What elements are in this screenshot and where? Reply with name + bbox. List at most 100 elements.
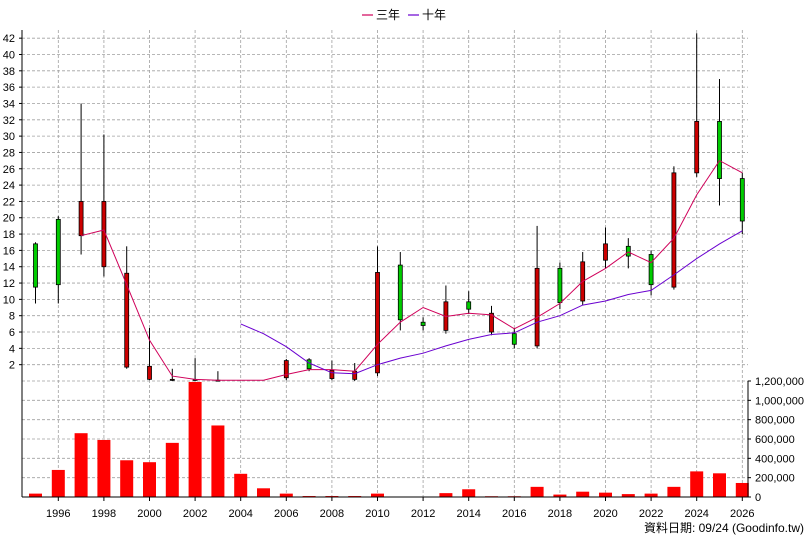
volume-bar (188, 381, 202, 497)
candle-body (397, 264, 403, 321)
candlesticks (33, 33, 745, 382)
volume-tick-label: 800,000 (755, 415, 795, 427)
x-tick-label: 2008 (320, 508, 344, 520)
volume-bar (735, 482, 749, 497)
candle-body (375, 272, 380, 374)
ma-line-3yr (80, 159, 743, 381)
x-axis-ticks: 1996 1998 2000 2002 2004 2006 2008 2010 2012 2014… (46, 508, 754, 520)
x-tick-label: 2020 (593, 508, 617, 520)
footer-note: 資料日期: 09/24 (Goodinfo.tw) (644, 521, 804, 535)
candle-body (352, 370, 358, 380)
x-tick-label: 1998 (92, 508, 116, 520)
volume-bar (644, 493, 658, 497)
candle-body (329, 369, 335, 379)
candle (489, 305, 494, 336)
legend: 三年 十年 (362, 8, 446, 22)
price-tick-label: 28 (3, 147, 15, 159)
volume-bar (257, 488, 270, 497)
volume-tick-label: 400,000 (755, 453, 795, 465)
x-tick-label: 2002 (183, 508, 207, 520)
candle (375, 246, 380, 377)
candle (534, 225, 540, 349)
candle (147, 327, 152, 381)
volume-tick-label: 1,000,000 (755, 395, 804, 407)
candle (283, 358, 289, 381)
price-tick-label: 4 (9, 343, 15, 355)
x-tick-label: 2016 (502, 508, 526, 520)
volume-bar (576, 491, 590, 497)
candle (55, 216, 61, 304)
price-tick-label: 26 (3, 164, 15, 176)
volume-tick-label: 0 (755, 492, 761, 504)
candle-body (625, 245, 631, 257)
price-tick-label: 36 (3, 82, 15, 94)
candle-body (511, 333, 517, 345)
price-tick-label: 8 (9, 311, 15, 323)
candle-body (283, 360, 289, 379)
price-tick-label: 12 (3, 278, 15, 290)
candle-body (557, 267, 563, 304)
candle (78, 103, 84, 255)
candle (169, 368, 175, 381)
price-tick-label: 34 (3, 98, 15, 110)
candle-body (33, 243, 38, 288)
candle (717, 78, 722, 206)
ma-line-10yr (240, 230, 743, 375)
candle-body (124, 272, 130, 368)
volume-tick-label: 1,200,000 (755, 376, 804, 388)
price-tick-label: 14 (3, 262, 15, 274)
candle-body (717, 121, 722, 179)
volume-bar (599, 492, 612, 497)
x-tick-label: 2006 (274, 508, 298, 520)
candle (329, 360, 335, 381)
price-tick-label: 38 (3, 66, 15, 78)
candle (671, 166, 677, 290)
price-tick-label: 20 (3, 213, 15, 225)
candle-body (78, 201, 84, 237)
x-tick-label: 2022 (639, 508, 663, 520)
price-tick-label: 40 (3, 49, 15, 61)
candle (625, 238, 631, 269)
candle-body (534, 267, 540, 347)
volume-bar (690, 471, 704, 497)
candle (101, 134, 107, 277)
x-tick-label: 2018 (548, 508, 572, 520)
price-tick-label: 10 (3, 294, 15, 306)
volume-bar (371, 493, 384, 497)
x-tick-label: 1996 (46, 508, 70, 520)
x-tick-label: 2000 (137, 508, 161, 520)
volume-axis-ticks: 0 200,000 400,000 600,000 800,000 1,000,000 1,… (755, 376, 804, 504)
candle-body (55, 218, 61, 286)
candle (420, 317, 426, 331)
candle-body (694, 121, 700, 174)
price-tick-label: 22 (3, 196, 15, 208)
x-tick-label: 2004 (228, 508, 252, 520)
candle-body (466, 301, 472, 310)
x-tick-label: 2024 (684, 508, 708, 520)
candle-body (739, 178, 745, 222)
volume-bar (553, 494, 567, 497)
candle (648, 250, 654, 296)
volume-bar (97, 439, 111, 497)
candle (603, 227, 608, 269)
volume-bar (51, 469, 65, 497)
volume-bar (120, 460, 134, 497)
price-tick-label: 6 (9, 327, 15, 339)
moving-average-lines (80, 159, 743, 381)
candle-body (489, 312, 494, 333)
volume-bar (462, 489, 476, 497)
volume-bar (143, 462, 156, 497)
legend-label-10yr: 十年 (422, 8, 446, 22)
volume-bar (621, 494, 635, 497)
price-tick-label: 18 (3, 229, 15, 241)
candle-body (603, 243, 608, 261)
candle (397, 252, 403, 331)
candle (694, 33, 700, 177)
candle (352, 363, 358, 381)
axes (19, 30, 751, 501)
candle-body (169, 378, 175, 381)
candle (124, 246, 130, 369)
candle-body (147, 365, 152, 380)
candle (443, 285, 449, 334)
